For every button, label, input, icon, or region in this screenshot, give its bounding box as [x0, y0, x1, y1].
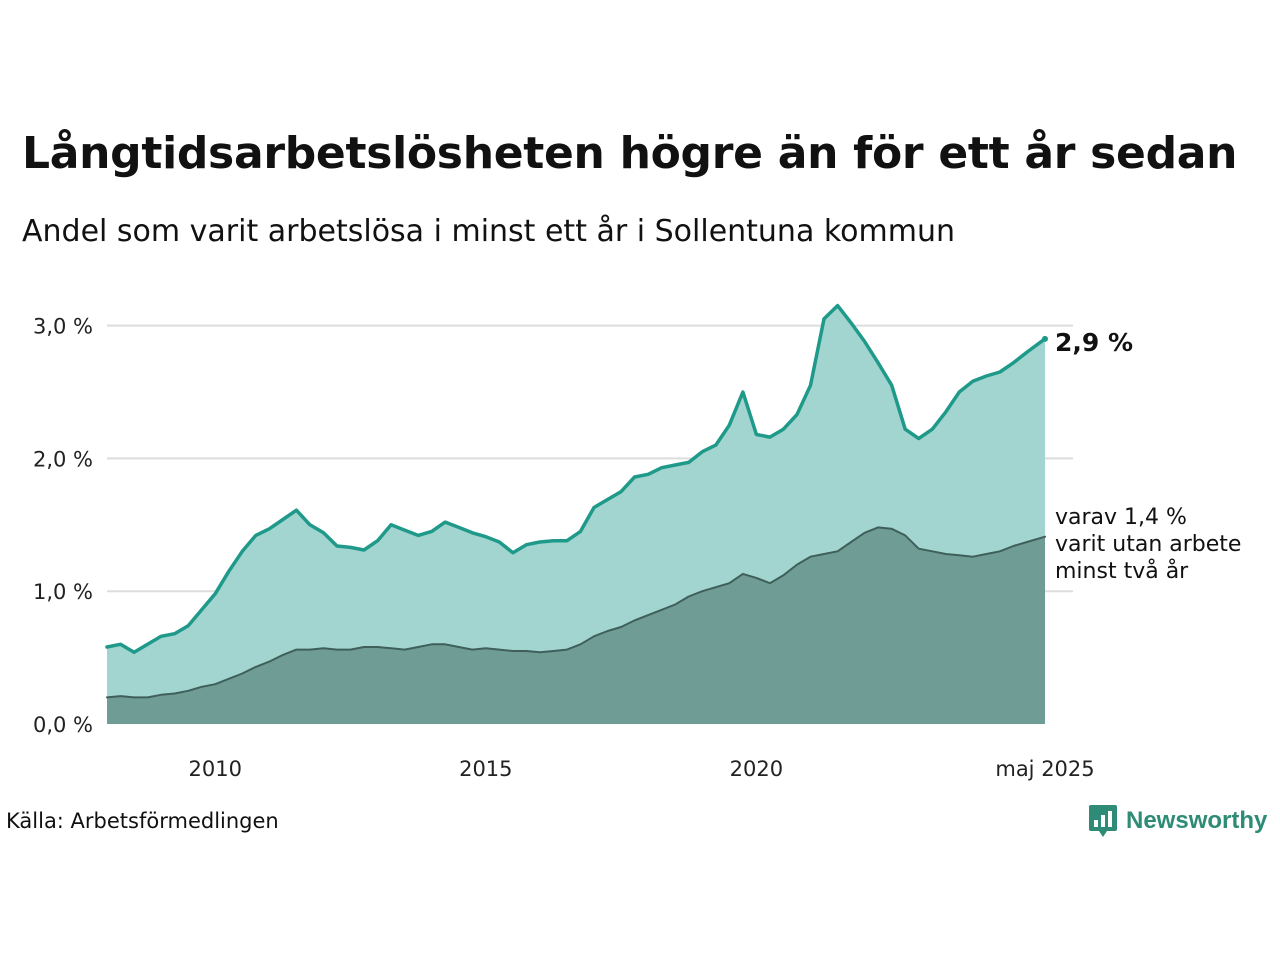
y-tick-label: 2,0 %	[33, 447, 93, 471]
end-point-total	[1042, 335, 1048, 342]
area-series	[105, 303, 1048, 724]
source-note: Källa: Arbetsförmedlingen	[6, 809, 279, 833]
newsworthy-logo: Newsworthy	[1088, 803, 1267, 839]
end-label-longterm-line: varit utan arbete	[1055, 532, 1241, 557]
end-label-total: 2,9 %	[1055, 328, 1133, 357]
x-tick-label: 2015	[459, 757, 512, 781]
brand-name: Newsworthy	[1126, 807, 1268, 834]
newsworthy-chat-icon	[1089, 805, 1117, 837]
chart-subtitle: Andel som varit arbetslösa i minst ett å…	[22, 214, 956, 249]
series-line-longterm	[106, 526, 1046, 699]
y-tick-label: 3,0 %	[33, 315, 93, 339]
series-line-total	[105, 303, 1047, 655]
end-label-longterm-line: minst två år	[1055, 558, 1189, 584]
area-fill-longterm	[107, 527, 1045, 724]
x-tick-label: maj 2025	[995, 757, 1094, 781]
chart-title: Långtidsarbetslösheten högre än för ett …	[22, 128, 1238, 179]
x-tick-label: 2020	[730, 757, 783, 781]
axis-labels: 0,0 % 1,0 % 2,0 % 3,0 % 2010 2015 2020 maj 2025	[33, 315, 1095, 781]
x-tick-label: 2010	[189, 757, 242, 781]
y-tick-label: 0,0 %	[33, 713, 93, 737]
end-label-longterm-line: varav 1,4 %	[1055, 505, 1187, 530]
y-tick-label: 1,0 %	[33, 580, 93, 604]
